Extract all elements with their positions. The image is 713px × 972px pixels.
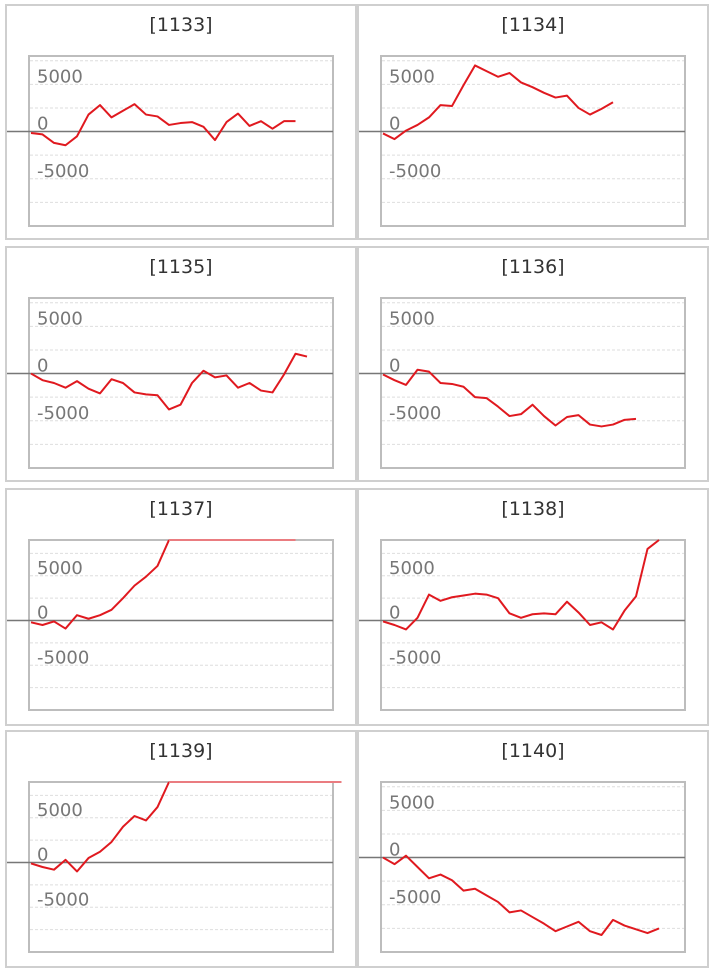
chart-title: [1139]: [149, 740, 213, 762]
chart-svg: 5000 0 -5000: [359, 539, 686, 711]
y-tick-label: 0: [37, 114, 48, 135]
series-line: [382, 368, 637, 428]
y-tick-label: -5000: [389, 403, 441, 424]
y-tick-label: 0: [389, 840, 400, 861]
chart-panel: [1140] 5000 0 -5000: [357, 730, 709, 968]
y-tick-label: -5000: [37, 889, 89, 910]
y-tick-label: -5000: [37, 403, 89, 424]
series-line: [382, 539, 660, 631]
chart-title: [1138]: [501, 498, 565, 520]
y-tick-label: 0: [37, 603, 48, 624]
chart-title: [1136]: [501, 256, 565, 278]
chart-panel: [1135] 5000 0 -5000: [5, 246, 357, 482]
y-tick-label: 0: [37, 356, 48, 377]
plot-area: [28, 539, 334, 711]
series-line: [30, 103, 296, 147]
series-line: [30, 352, 308, 411]
y-tick-label: -5000: [389, 647, 441, 668]
chart-title: [1140]: [501, 740, 565, 762]
chart-panel: [1134] 5000 0 -5000: [357, 4, 709, 240]
chart-svg: 5000 0 -5000: [359, 781, 686, 953]
chart-svg: 5000 0 -5000: [359, 297, 686, 469]
chart-title: [1137]: [149, 498, 213, 520]
chart-svg: 5000 0 -5000: [359, 55, 686, 227]
y-tick-label: -5000: [389, 887, 441, 908]
y-tick-label: 0: [389, 603, 400, 624]
plot-area: [380, 539, 686, 711]
chart-panel: [1138] 5000 0 -5000: [357, 488, 709, 726]
chart-svg: 5000 0 -5000: [7, 55, 334, 227]
chart-panel: [1136] 5000 0 -5000: [357, 246, 709, 482]
y-tick-label: -5000: [389, 161, 441, 182]
chart-svg: 5000 0 -5000: [7, 297, 334, 469]
y-tick-label: 5000: [389, 308, 435, 329]
y-tick-label: -5000: [37, 161, 89, 182]
y-tick-label: 0: [37, 845, 48, 866]
y-tick-label: 5000: [389, 792, 435, 813]
y-tick-label: 5000: [37, 66, 83, 87]
y-tick-label: 5000: [389, 558, 435, 579]
chart-panel: [1137] 5000 0 -5000: [5, 488, 357, 726]
series-line: [382, 854, 660, 936]
chart-title: [1135]: [149, 256, 213, 278]
chart-panel: [1133] 5000 0 -5000: [5, 4, 357, 240]
y-tick-label: 5000: [37, 558, 83, 579]
y-tick-label: 5000: [37, 308, 83, 329]
chart-svg: 5000 0 -5000: [7, 781, 342, 953]
chart-title: [1134]: [501, 14, 565, 36]
series-line: [30, 539, 170, 630]
chart-panel: [1139] 5000 0 -5000: [5, 730, 357, 968]
chart-title: [1133]: [149, 14, 213, 36]
y-tick-label: -5000: [37, 647, 89, 668]
y-tick-label: 5000: [37, 800, 83, 821]
series-line: [382, 64, 614, 141]
chart-svg: 5000 0 -5000: [7, 539, 334, 711]
y-tick-label: 0: [389, 356, 400, 377]
y-tick-label: 5000: [389, 66, 435, 87]
y-tick-label: 0: [389, 114, 400, 135]
series-line: [30, 781, 170, 873]
